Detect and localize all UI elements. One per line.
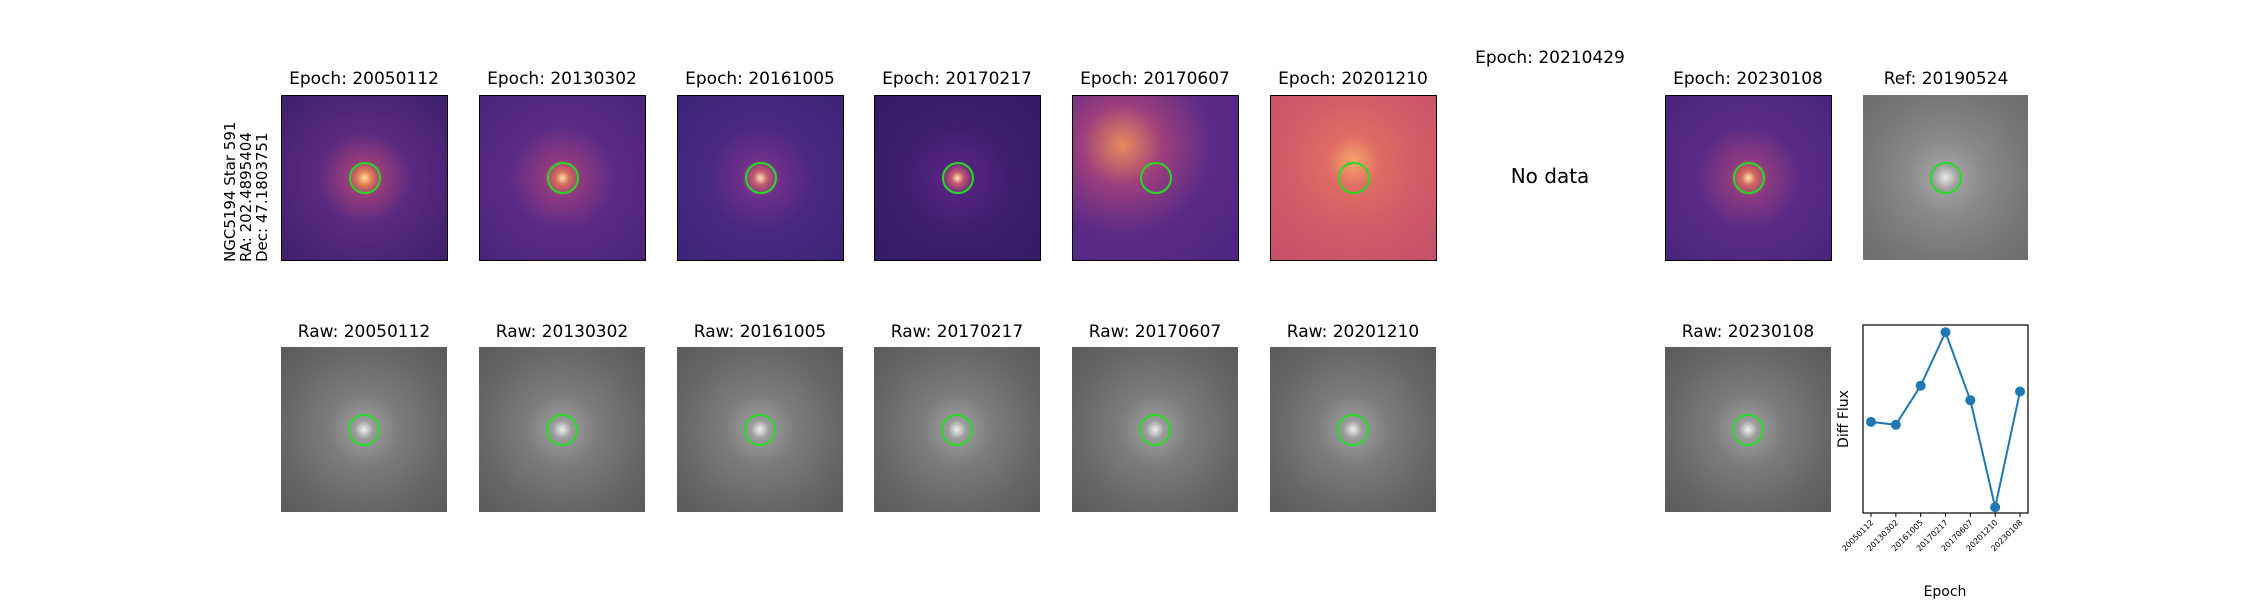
diff-title-2: Epoch: 20130302: [487, 69, 637, 89]
aperture-circle: [348, 413, 380, 446]
diff-title-6: Epoch: 20201210: [1278, 69, 1428, 89]
aperture-circle: [1732, 162, 1765, 194]
light-curve-chart: 2005011220130302201610052017021720170607…: [1836, 324, 2029, 600]
series-points: [1866, 327, 2025, 513]
ref-title: Ref: 20190524: [1883, 69, 2009, 89]
diff-title-4: Epoch: 20170217: [882, 69, 1032, 89]
aperture-circle: [546, 162, 579, 194]
data-point: [1915, 380, 1926, 391]
data-point: [1990, 502, 2001, 513]
raw-image-5: [1072, 347, 1238, 512]
diff-image-2: [479, 95, 646, 261]
data-point: [1866, 416, 1876, 427]
diff-image-1: [281, 95, 448, 261]
raw-title-4: Raw: 20170217: [890, 322, 1024, 342]
diff-image-3: [677, 95, 844, 261]
row-label-name: NGC5194 Star 591: [221, 121, 239, 262]
row-label: NGC5194 Star 591 RA: 202.4895404 Dec: 47…: [221, 121, 271, 262]
raw-title-2: Raw: 20130302: [495, 322, 629, 342]
diff-image-8: [1665, 95, 1832, 261]
diff-image-4: [874, 95, 1041, 261]
diff-title-8: Epoch: 20230108: [1673, 69, 1823, 89]
aperture-circle: [348, 162, 381, 194]
aperture-circle: [546, 413, 578, 446]
y-axis-label: Diff Flux: [1836, 390, 1852, 448]
diff-title-7: Epoch: 20210429: [1475, 48, 1625, 68]
raw-image-6: [1270, 347, 1436, 512]
aperture-circle: [1139, 162, 1172, 194]
no-data-label: No data: [1510, 164, 1590, 188]
aperture-circle: [941, 413, 973, 446]
aperture-circle: [1929, 161, 1962, 194]
diff-image-6: [1270, 95, 1437, 261]
row-label-dec: Dec: 47.1803751: [253, 132, 271, 262]
x-ticks: 2005011220130302201610052017021720170607…: [1840, 513, 2024, 553]
raw-title-3: Raw: 20161005: [693, 322, 827, 342]
data-point: [1940, 327, 1951, 338]
ref-image: [1863, 95, 2028, 260]
aperture-circle: [744, 413, 776, 446]
raw-title-6: Raw: 20201210: [1286, 322, 1420, 342]
diff-title-1: Epoch: 20050112: [289, 69, 439, 89]
raw-title-7: Raw: 20230108: [1681, 322, 1815, 342]
aperture-circle: [744, 162, 777, 194]
raw-image-2: [479, 347, 645, 512]
diff-image-5: [1072, 95, 1239, 261]
aperture-circle: [941, 162, 974, 194]
raw-image-4: [874, 347, 1040, 512]
series-line: [1870, 329, 2021, 508]
data-point: [2015, 386, 2025, 397]
aperture-circle: [1337, 162, 1370, 194]
raw-title-1: Raw: 20050112: [297, 322, 431, 342]
aperture-circle: [1732, 413, 1764, 446]
x-axis-label: Epoch: [1924, 584, 1967, 600]
raw-image-3: [677, 347, 843, 512]
row-label-ra: RA: 202.4895404: [237, 132, 255, 262]
data-point: [1890, 419, 1901, 430]
data-point: [1965, 395, 1976, 406]
diff-title-5: Epoch: 20170607: [1080, 69, 1230, 89]
diff-title-3: Epoch: 20161005: [685, 69, 835, 89]
aperture-circle: [1139, 413, 1171, 446]
raw-title-5: Raw: 20170607: [1088, 322, 1222, 342]
raw-image-7: [1665, 347, 1831, 512]
chart-frame: [1862, 324, 2029, 514]
raw-image-1: [281, 347, 447, 512]
aperture-circle: [1337, 413, 1369, 446]
